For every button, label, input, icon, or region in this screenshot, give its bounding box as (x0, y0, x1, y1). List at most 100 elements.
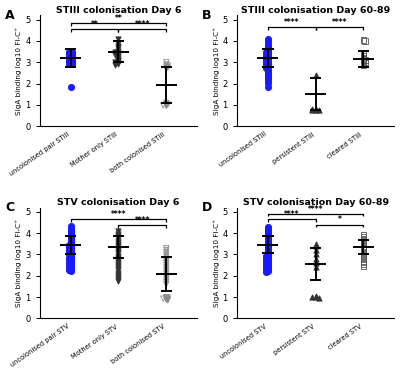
Point (163, 256, 170, 262)
Point (163, 297, 170, 303)
Point (264, 242, 271, 248)
Point (264, 261, 271, 267)
Point (263, 54, 270, 60)
Point (115, 43, 122, 49)
Point (66, 60, 72, 66)
Point (115, 40, 122, 46)
Point (68, 258, 74, 264)
Point (115, 246, 122, 252)
Point (312, 106, 319, 112)
Point (115, 250, 122, 256)
Point (69, 54, 76, 60)
Point (362, 57, 368, 63)
Point (264, 58, 271, 64)
Point (69, 55, 76, 61)
Point (264, 80, 271, 86)
Point (264, 237, 271, 243)
Point (68, 227, 74, 233)
Point (66, 251, 72, 257)
Point (115, 47, 122, 53)
Point (264, 67, 271, 73)
Point (312, 260, 319, 266)
Text: **: ** (91, 20, 98, 29)
Point (68, 226, 74, 232)
Point (69, 61, 76, 67)
Point (163, 264, 170, 270)
Point (66, 58, 72, 64)
Point (68, 55, 74, 61)
Point (66, 61, 72, 67)
Point (163, 269, 170, 275)
Point (115, 50, 122, 56)
Point (264, 245, 271, 251)
Point (264, 258, 271, 264)
Point (115, 257, 122, 263)
Point (360, 233, 366, 239)
Point (264, 259, 271, 265)
Point (264, 254, 271, 260)
Point (112, 62, 118, 68)
Point (360, 51, 366, 57)
Point (316, 295, 322, 301)
Point (163, 251, 170, 257)
Point (69, 52, 76, 58)
Point (115, 244, 122, 250)
Point (115, 236, 122, 242)
Point (264, 239, 271, 245)
Point (312, 293, 319, 299)
Point (360, 56, 366, 62)
Point (264, 268, 271, 274)
Point (360, 37, 366, 43)
Point (68, 57, 74, 63)
Point (69, 57, 76, 63)
Point (66, 56, 72, 62)
Point (68, 250, 74, 256)
Text: ****: **** (111, 210, 126, 219)
Point (360, 53, 366, 59)
Point (263, 55, 270, 61)
Point (115, 36, 122, 42)
Point (115, 242, 122, 248)
Point (112, 52, 118, 58)
Point (309, 294, 316, 300)
Point (264, 55, 271, 61)
Point (360, 257, 366, 263)
Point (68, 61, 74, 67)
Point (264, 38, 271, 44)
Point (264, 246, 271, 252)
Point (264, 50, 271, 56)
Text: ****: **** (308, 205, 323, 214)
Point (69, 53, 76, 59)
Y-axis label: SIgA binding log10 FI-C⁺: SIgA binding log10 FI-C⁺ (16, 219, 22, 307)
Point (263, 252, 270, 258)
Point (115, 267, 122, 273)
Point (360, 246, 366, 252)
Point (66, 262, 72, 268)
Y-axis label: SIgA binding log10 FI-C⁺: SIgA binding log10 FI-C⁺ (213, 27, 220, 115)
Point (360, 259, 366, 265)
Point (163, 271, 170, 277)
Point (115, 263, 122, 269)
Point (264, 263, 271, 269)
Point (360, 58, 366, 64)
Point (68, 229, 74, 235)
Point (66, 267, 72, 273)
Point (312, 247, 319, 253)
Point (264, 69, 271, 75)
Point (264, 249, 271, 255)
Point (163, 100, 170, 106)
Point (115, 237, 122, 243)
Point (264, 77, 271, 83)
Point (163, 281, 170, 287)
Point (68, 238, 74, 244)
Point (115, 272, 122, 278)
Point (68, 248, 74, 254)
Point (115, 240, 122, 246)
Title: STIII colonisation Day 60-89: STIII colonisation Day 60-89 (241, 6, 390, 15)
Point (263, 267, 270, 273)
Point (115, 57, 122, 63)
Point (68, 58, 74, 64)
Point (264, 71, 271, 77)
Point (264, 41, 271, 47)
Point (264, 46, 271, 52)
